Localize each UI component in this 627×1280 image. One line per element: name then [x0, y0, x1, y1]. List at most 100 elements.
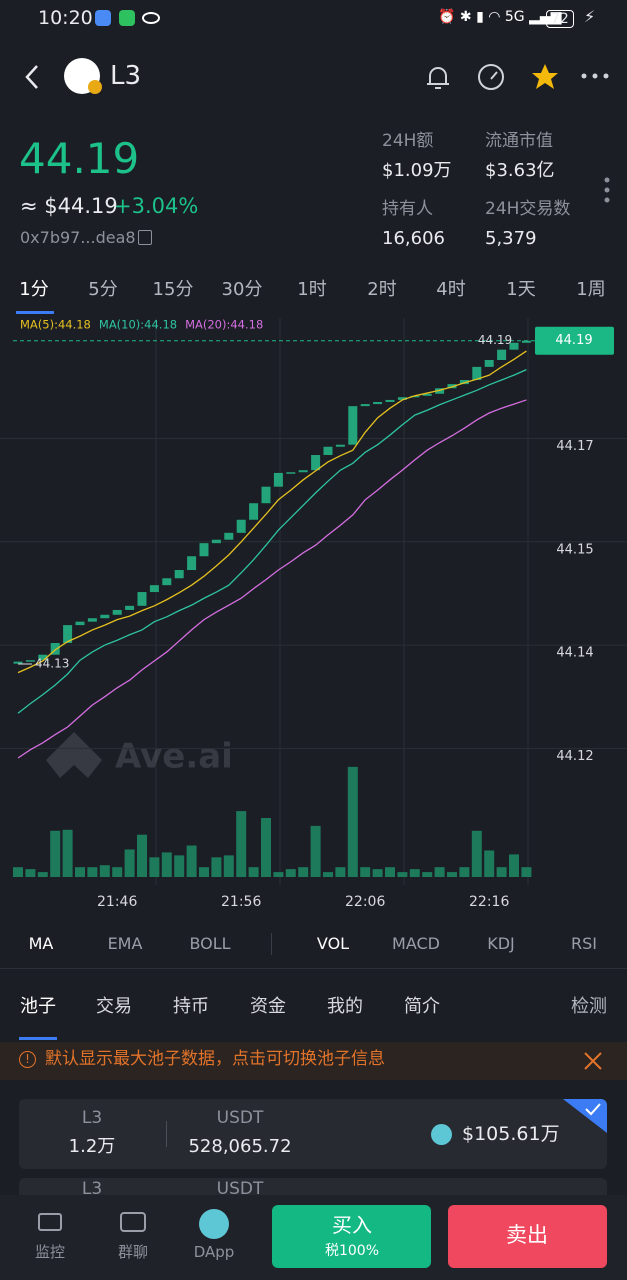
tab[interactable]: 资金 [250, 996, 286, 1017]
volume-bar [409, 869, 420, 877]
buy-tax[interactable]: 税100% [324, 1243, 380, 1259]
volume-bar [149, 857, 160, 877]
timeframe[interactable]: 2时 [367, 279, 397, 300]
pool-token: L3 [81, 1108, 103, 1128]
indicator[interactable]: EMA [107, 934, 143, 953]
volume-bar [174, 855, 185, 877]
ma-line [17, 350, 527, 674]
volume-bar [50, 830, 61, 877]
sell-label[interactable]: 卖出 [506, 1223, 548, 1247]
indicator[interactable]: RSI [571, 934, 597, 953]
stat-value: $1.09万 [382, 160, 452, 181]
stat-label: 24H交易数 [485, 199, 571, 219]
watermark: Ave.ai [46, 732, 233, 778]
candle [311, 455, 321, 471]
indicator[interactable]: VOL [316, 934, 350, 953]
more-button[interactable] [580, 68, 610, 84]
y-tick-label: 44.15 [556, 542, 593, 557]
candle [286, 472, 296, 474]
notice-text: 默认显示最大池子数据，点击可切换池子信息 [45, 1049, 385, 1069]
candle [112, 609, 122, 615]
tab[interactable]: 持币 [173, 996, 209, 1017]
candle [63, 625, 73, 644]
notice-close[interactable] [582, 1050, 604, 1072]
buy-label[interactable]: 买入 [332, 1213, 372, 1237]
current-price-label: 44.19 [555, 333, 592, 348]
chart: Ave.ai 44.17 44.15 44.14 44.12 21:46 21:56 22:… [0, 318, 627, 910]
chain-badge [88, 80, 102, 94]
current-price-badge [535, 326, 614, 355]
volume-bar [285, 869, 296, 877]
volume-bar [261, 818, 271, 877]
favorite-button[interactable] [530, 62, 560, 92]
candle [521, 340, 531, 343]
candle [13, 661, 23, 664]
timeframe[interactable]: 1分 [19, 279, 49, 300]
usd-price: ≈ $44.19 [20, 194, 118, 218]
tab[interactable]: 交易 [96, 996, 132, 1017]
indicator[interactable]: BOLL [189, 934, 231, 953]
candle [273, 472, 283, 487]
volume-bar [37, 872, 48, 877]
volume-bar [137, 834, 147, 877]
back-button[interactable] [20, 62, 44, 92]
alert-button[interactable] [423, 62, 453, 92]
buy-button[interactable] [272, 1205, 431, 1268]
timeframe[interactable]: 1天 [506, 279, 536, 300]
sell-button[interactable] [448, 1205, 607, 1268]
nav-label[interactable]: DApp [193, 1243, 235, 1261]
candle [385, 399, 395, 403]
candle [410, 395, 420, 398]
gauge-button[interactable] [476, 62, 506, 92]
pool-quote: USDT [216, 1179, 264, 1199]
tab[interactable]: 检测 [571, 996, 607, 1017]
candle [397, 397, 407, 400]
volume-bar [248, 867, 259, 877]
copy-button[interactable] [138, 230, 152, 245]
dapp-icon[interactable] [199, 1209, 229, 1239]
monitor-icon[interactable] [38, 1213, 62, 1231]
clock: 10:20 [38, 7, 93, 29]
chat-icon[interactable] [120, 1212, 146, 1232]
tab[interactable]: 简介 [404, 996, 440, 1017]
indicator[interactable]: MACD [392, 934, 440, 953]
volume-bar [471, 830, 482, 877]
indicator[interactable]: KDJ [487, 934, 515, 953]
tab[interactable]: 我的 [327, 996, 363, 1017]
pool-card[interactable] [19, 1099, 607, 1169]
volume-bar [397, 872, 408, 877]
timeframe[interactable]: 30分 [221, 279, 263, 300]
x-tick-label: 21:56 [221, 894, 261, 910]
pool-separator [166, 1121, 167, 1147]
x-tick-label: 22:06 [345, 894, 385, 910]
volume-bar [335, 867, 346, 877]
tab[interactable]: 池子 [20, 996, 56, 1017]
timeframe[interactable]: 15分 [152, 279, 194, 300]
volume-bar [484, 850, 495, 877]
status-icons: ⏰ ✱ ▮ ◠ 5G ▂▄▆ [438, 9, 562, 25]
nav-label[interactable]: 监控 [34, 1243, 66, 1261]
stats-more[interactable] [600, 176, 614, 206]
candle [137, 592, 147, 606]
candle [211, 539, 221, 544]
notice-bar[interactable] [0, 1042, 627, 1080]
volume-bar [422, 872, 433, 877]
timeframe[interactable]: 4时 [436, 279, 466, 300]
timeframe-underline [16, 311, 54, 314]
candle [323, 446, 333, 456]
nav-label[interactable]: 群聊 [117, 1243, 149, 1261]
volume-bar [223, 855, 234, 877]
candle [484, 360, 494, 367]
timeframe[interactable]: 5分 [88, 279, 118, 300]
pool-liquidity: $105.61万 [462, 1123, 560, 1145]
app-icon [119, 10, 135, 26]
check-icon [585, 1103, 601, 1116]
candle [335, 444, 345, 447]
timeframe[interactable]: 1时 [297, 279, 327, 300]
low-label: 44.13 [35, 657, 69, 671]
volume-bar [347, 766, 358, 877]
indicator[interactable]: MA [28, 934, 54, 953]
stat-label: 24H额 [382, 131, 434, 151]
price: 44.19 [19, 134, 140, 183]
timeframe[interactable]: 1周 [576, 279, 606, 300]
